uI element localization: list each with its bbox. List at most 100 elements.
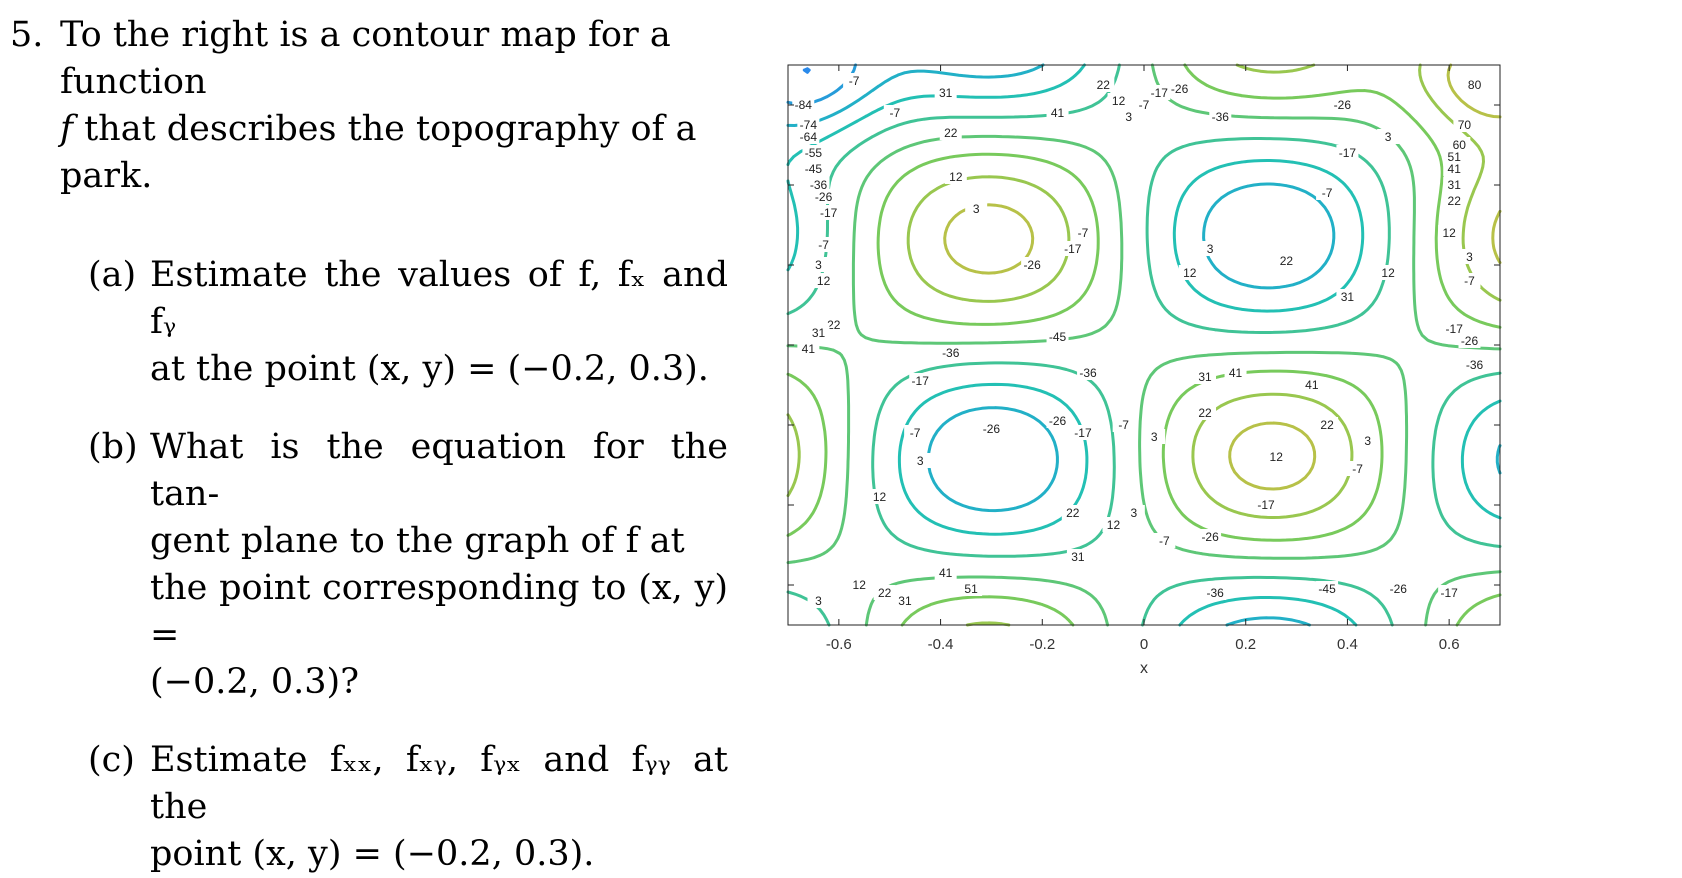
contour-label: 51	[964, 582, 978, 596]
contour-label-bg	[1178, 265, 1201, 280]
contour-label: 51	[1448, 150, 1462, 164]
contour-label: -26	[1171, 82, 1189, 96]
contour-label: 12	[1107, 518, 1121, 532]
contour-label-bg	[939, 345, 962, 360]
contour-label: -26	[1049, 414, 1067, 428]
contour-label-bg	[1112, 417, 1135, 432]
contour-label: 31	[1071, 550, 1085, 564]
contour-label: 3	[1130, 506, 1137, 520]
contour-label-bg	[873, 585, 896, 600]
contour-level-31	[943, 63, 1502, 491]
contour-label: 3	[973, 202, 980, 216]
contour-label: 41	[1448, 162, 1462, 176]
contour-label-bg	[893, 593, 916, 608]
contour-label: 3	[1151, 430, 1158, 444]
contour-label-bg	[1199, 529, 1222, 544]
contour-label-bg	[1199, 241, 1222, 256]
contour-label: -36	[1207, 586, 1225, 600]
contour-label: -26	[1461, 334, 1479, 348]
contour-label-bg	[1071, 225, 1094, 240]
contour-label: -7	[849, 74, 860, 88]
contour-label-bg	[868, 489, 891, 504]
contour-label-bg	[1046, 105, 1069, 120]
contour-label: 3	[1125, 110, 1132, 124]
part-b-text: What is the equation for the tan- gent p…	[150, 424, 728, 706]
x-tick-label: 0	[1140, 636, 1148, 653]
contour-label: 12	[1381, 266, 1395, 280]
contour-level--7	[786, 63, 1502, 627]
contour-level--45	[802, 67, 811, 74]
contour-label-bg	[1224, 365, 1247, 380]
contour-label: -7	[1352, 462, 1363, 476]
contour-label-bg	[1377, 129, 1400, 144]
contour-label-bg	[817, 205, 840, 220]
contour-label: 12	[853, 578, 867, 592]
x-tick-label: 0.4	[1337, 636, 1358, 653]
contour-label: 12	[949, 170, 963, 184]
contour-label-bg	[812, 237, 835, 252]
contour-label-bg	[802, 161, 825, 176]
contour-level-22	[786, 63, 1502, 627]
contour-label: -26	[1334, 98, 1352, 112]
problem-stem-text: To the right is a contour map for a func…	[60, 12, 720, 200]
contour-label-bg	[1122, 505, 1145, 520]
contour-label: 31	[898, 594, 912, 608]
contour-label: -17	[1339, 146, 1357, 160]
contour-label-bg	[1143, 429, 1166, 444]
contour-label-bg	[848, 577, 871, 592]
plot-frame	[787, 64, 1501, 626]
contour-label-bg	[965, 201, 988, 216]
part-a-line-2: at the point (x, y) = (−0.2, 0.3).	[150, 349, 709, 389]
contour-label-bg	[812, 189, 835, 204]
contour-label-bg	[1316, 417, 1339, 432]
contour-label: -17	[820, 206, 838, 220]
contour-label: 22	[827, 318, 841, 332]
contour-label: -45	[1049, 330, 1067, 344]
contour-label: -84	[795, 98, 813, 112]
part-c-line-1: Estimate fₓₓ, fₓᵧ, fᵧₓ and fᵧᵧ at the	[150, 740, 728, 827]
contour-lines	[786, 63, 1502, 627]
contour-label-bg	[1255, 497, 1278, 512]
contour-label-bg	[1316, 581, 1339, 596]
contour-label-bg	[909, 373, 932, 388]
x-tick-label: -0.6	[826, 636, 852, 653]
contour-label: -7	[1159, 534, 1170, 548]
contour-label: 31	[812, 326, 826, 340]
contour-level--26	[786, 63, 1502, 627]
contour-label: -26	[1390, 582, 1408, 596]
contour-label: -17	[1440, 586, 1458, 600]
contour-label: 22	[1198, 406, 1212, 420]
part-c-text: Estimate fₓₓ, fₓᵧ, fᵧₓ and fᵧᵧ at the po…	[150, 737, 728, 878]
contour-label-bg	[797, 129, 820, 144]
contour-label: 41	[802, 342, 816, 356]
part-b-line-3: the point corresponding to (x, y) =	[150, 568, 728, 655]
contour-label-bg	[807, 257, 830, 272]
x-axis-label: x	[1140, 660, 1148, 677]
contour-label: 70	[1458, 118, 1472, 132]
x-axis: -0.6 -0.4 -0.2 0 0.2 0.4 0.6	[826, 65, 1460, 653]
contour-label-bg	[807, 325, 830, 340]
contour-label-bg	[1194, 405, 1217, 420]
contour-label-bg	[812, 273, 835, 288]
contour-label-bg	[1356, 433, 1379, 448]
contour-label: 12	[817, 274, 831, 288]
contour-label: 12	[873, 490, 887, 504]
contour-label: -7	[818, 238, 829, 252]
contour-label-bg	[1458, 249, 1481, 264]
contour-label: 31	[1341, 290, 1355, 304]
contour-label-bg	[1346, 461, 1369, 476]
contour-label-bg	[909, 453, 932, 468]
contour-label-bg	[1387, 581, 1410, 596]
contour-label-bg	[1463, 77, 1486, 92]
contour-label-bg	[802, 145, 825, 160]
contour-label-bg	[1377, 265, 1400, 280]
part-a: (a) Estimate the values of f, fₓ and fᵧ …	[88, 252, 728, 393]
contour-label: -26	[815, 190, 833, 204]
contour-label: -7	[1139, 98, 1150, 112]
contour-level-3	[786, 63, 1502, 627]
contour-label: 12	[1270, 450, 1284, 464]
contour-label: -74	[800, 118, 818, 132]
part-b-line-4: (−0.2, 0.3)?	[150, 662, 359, 702]
contour-label: -7	[889, 106, 900, 120]
